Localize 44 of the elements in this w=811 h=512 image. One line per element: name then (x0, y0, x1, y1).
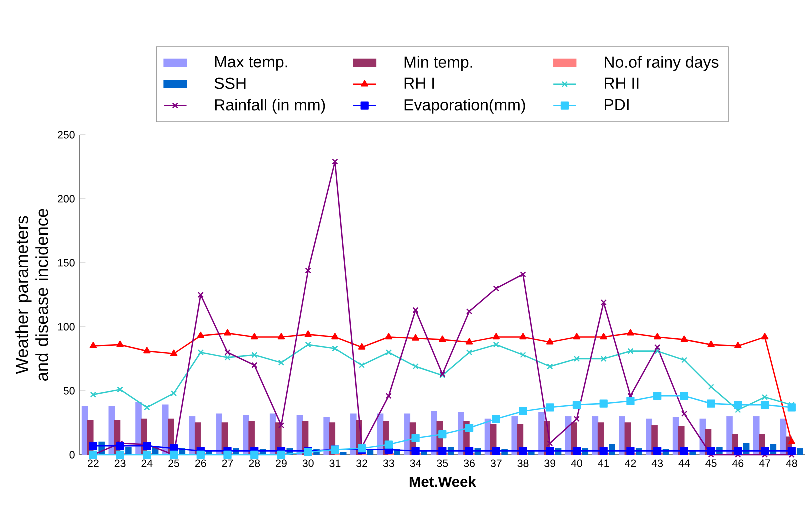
y-tick-label: 150 (58, 259, 75, 267)
x-tick-label: 23 (114, 460, 126, 468)
legend-label: SSH (214, 78, 246, 90)
x-tick-label: 40 (571, 460, 583, 468)
x-tick-label: 35 (437, 460, 448, 468)
x-tick-label: 43 (652, 460, 664, 468)
legend-label: PDI (605, 99, 629, 110)
legend-label: Min temp. (404, 56, 472, 72)
y-tick-label: 100 (58, 323, 75, 331)
x-tick-label: 27 (222, 460, 234, 468)
legend-label: Max temp. (215, 56, 288, 71)
x-tick-label: 34 (410, 460, 422, 468)
x-tick-label: 42 (625, 460, 636, 468)
legend-label: RH II (605, 78, 639, 89)
x-tick-label: 41 (598, 460, 610, 468)
x-tick-label: 29 (276, 460, 287, 468)
x-tick-label: 47 (759, 460, 770, 468)
x-axis-title: Met.Week (410, 476, 476, 488)
x-tick-label: 31 (330, 460, 341, 468)
x-tick-label: 24 (142, 460, 153, 468)
x-tick-label: 44 (678, 460, 690, 468)
x-tick-label: 30 (302, 460, 314, 468)
y-tick-label: 250 (58, 131, 75, 139)
x-tick-label: 45 (706, 460, 717, 468)
legend-label: RH I (404, 78, 434, 89)
x-tick-label: 39 (544, 460, 556, 468)
x-tick-label: 48 (786, 460, 798, 468)
x-tick-label: 38 (518, 460, 529, 468)
x-tick-label: 32 (356, 460, 368, 468)
x-tick-label: 46 (732, 460, 744, 468)
x-tick-label: 26 (196, 460, 206, 468)
legend-label: Rainfall (in mm) (215, 99, 326, 114)
y-tick-label: 50 (64, 387, 75, 395)
x-tick-label: 33 (383, 460, 394, 468)
y-tick-label: 0 (70, 451, 75, 459)
x-tick-label: 22 (88, 460, 99, 468)
x-tick-label: 37 (490, 460, 502, 468)
y-axis-title: Weather parameters and disease incidence (16, 209, 48, 381)
x-tick-label: 25 (168, 460, 180, 468)
x-tick-label: 36 (464, 460, 475, 468)
y-tick-label: 200 (58, 195, 75, 203)
legend-label: Evaporation(mm) (404, 99, 526, 114)
x-tick-label: 28 (249, 460, 260, 468)
legend-label: No.of rainy days (605, 56, 719, 72)
